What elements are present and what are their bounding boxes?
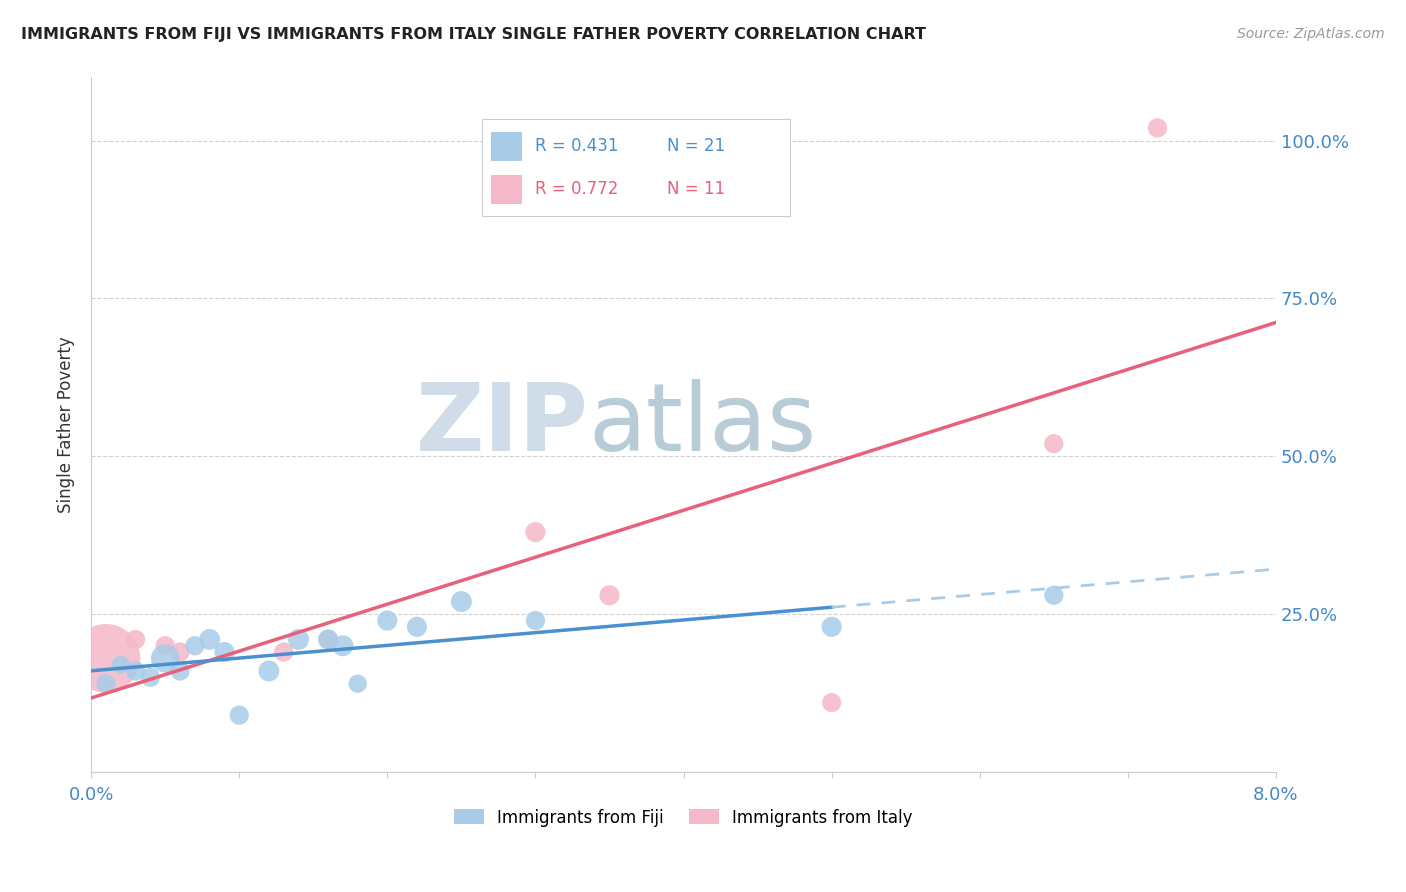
Point — [524, 525, 547, 540]
Point — [316, 632, 339, 647]
Point — [332, 639, 354, 653]
Point — [198, 632, 221, 647]
Point — [273, 645, 295, 659]
Legend: Immigrants from Fiji, Immigrants from Italy: Immigrants from Fiji, Immigrants from It… — [447, 802, 920, 833]
Point — [377, 614, 399, 628]
Text: Source: ZipAtlas.com: Source: ZipAtlas.com — [1237, 27, 1385, 41]
Point — [214, 645, 236, 659]
Y-axis label: Single Father Poverty: Single Father Poverty — [58, 336, 75, 513]
Point — [524, 614, 547, 628]
Point — [228, 708, 250, 723]
Point — [124, 664, 146, 678]
Point — [406, 620, 429, 634]
Point — [346, 676, 368, 690]
Point — [1043, 436, 1066, 450]
Point — [599, 588, 621, 602]
Point — [287, 632, 309, 647]
Point — [110, 657, 132, 672]
Point — [139, 670, 162, 684]
Point — [169, 664, 191, 678]
Point — [94, 676, 117, 690]
Point — [821, 696, 844, 710]
Point — [169, 645, 191, 659]
Point — [153, 651, 176, 665]
Text: ZIP: ZIP — [416, 379, 589, 471]
Point — [316, 632, 339, 647]
Point — [821, 620, 844, 634]
Point — [1146, 120, 1168, 135]
Point — [257, 664, 280, 678]
Point — [94, 651, 117, 665]
Text: IMMIGRANTS FROM FIJI VS IMMIGRANTS FROM ITALY SINGLE FATHER POVERTY CORRELATION : IMMIGRANTS FROM FIJI VS IMMIGRANTS FROM … — [21, 27, 927, 42]
Text: atlas: atlas — [589, 379, 817, 471]
Point — [124, 632, 146, 647]
Point — [450, 594, 472, 608]
Point — [184, 639, 207, 653]
Point — [1043, 588, 1066, 602]
Point — [153, 639, 176, 653]
